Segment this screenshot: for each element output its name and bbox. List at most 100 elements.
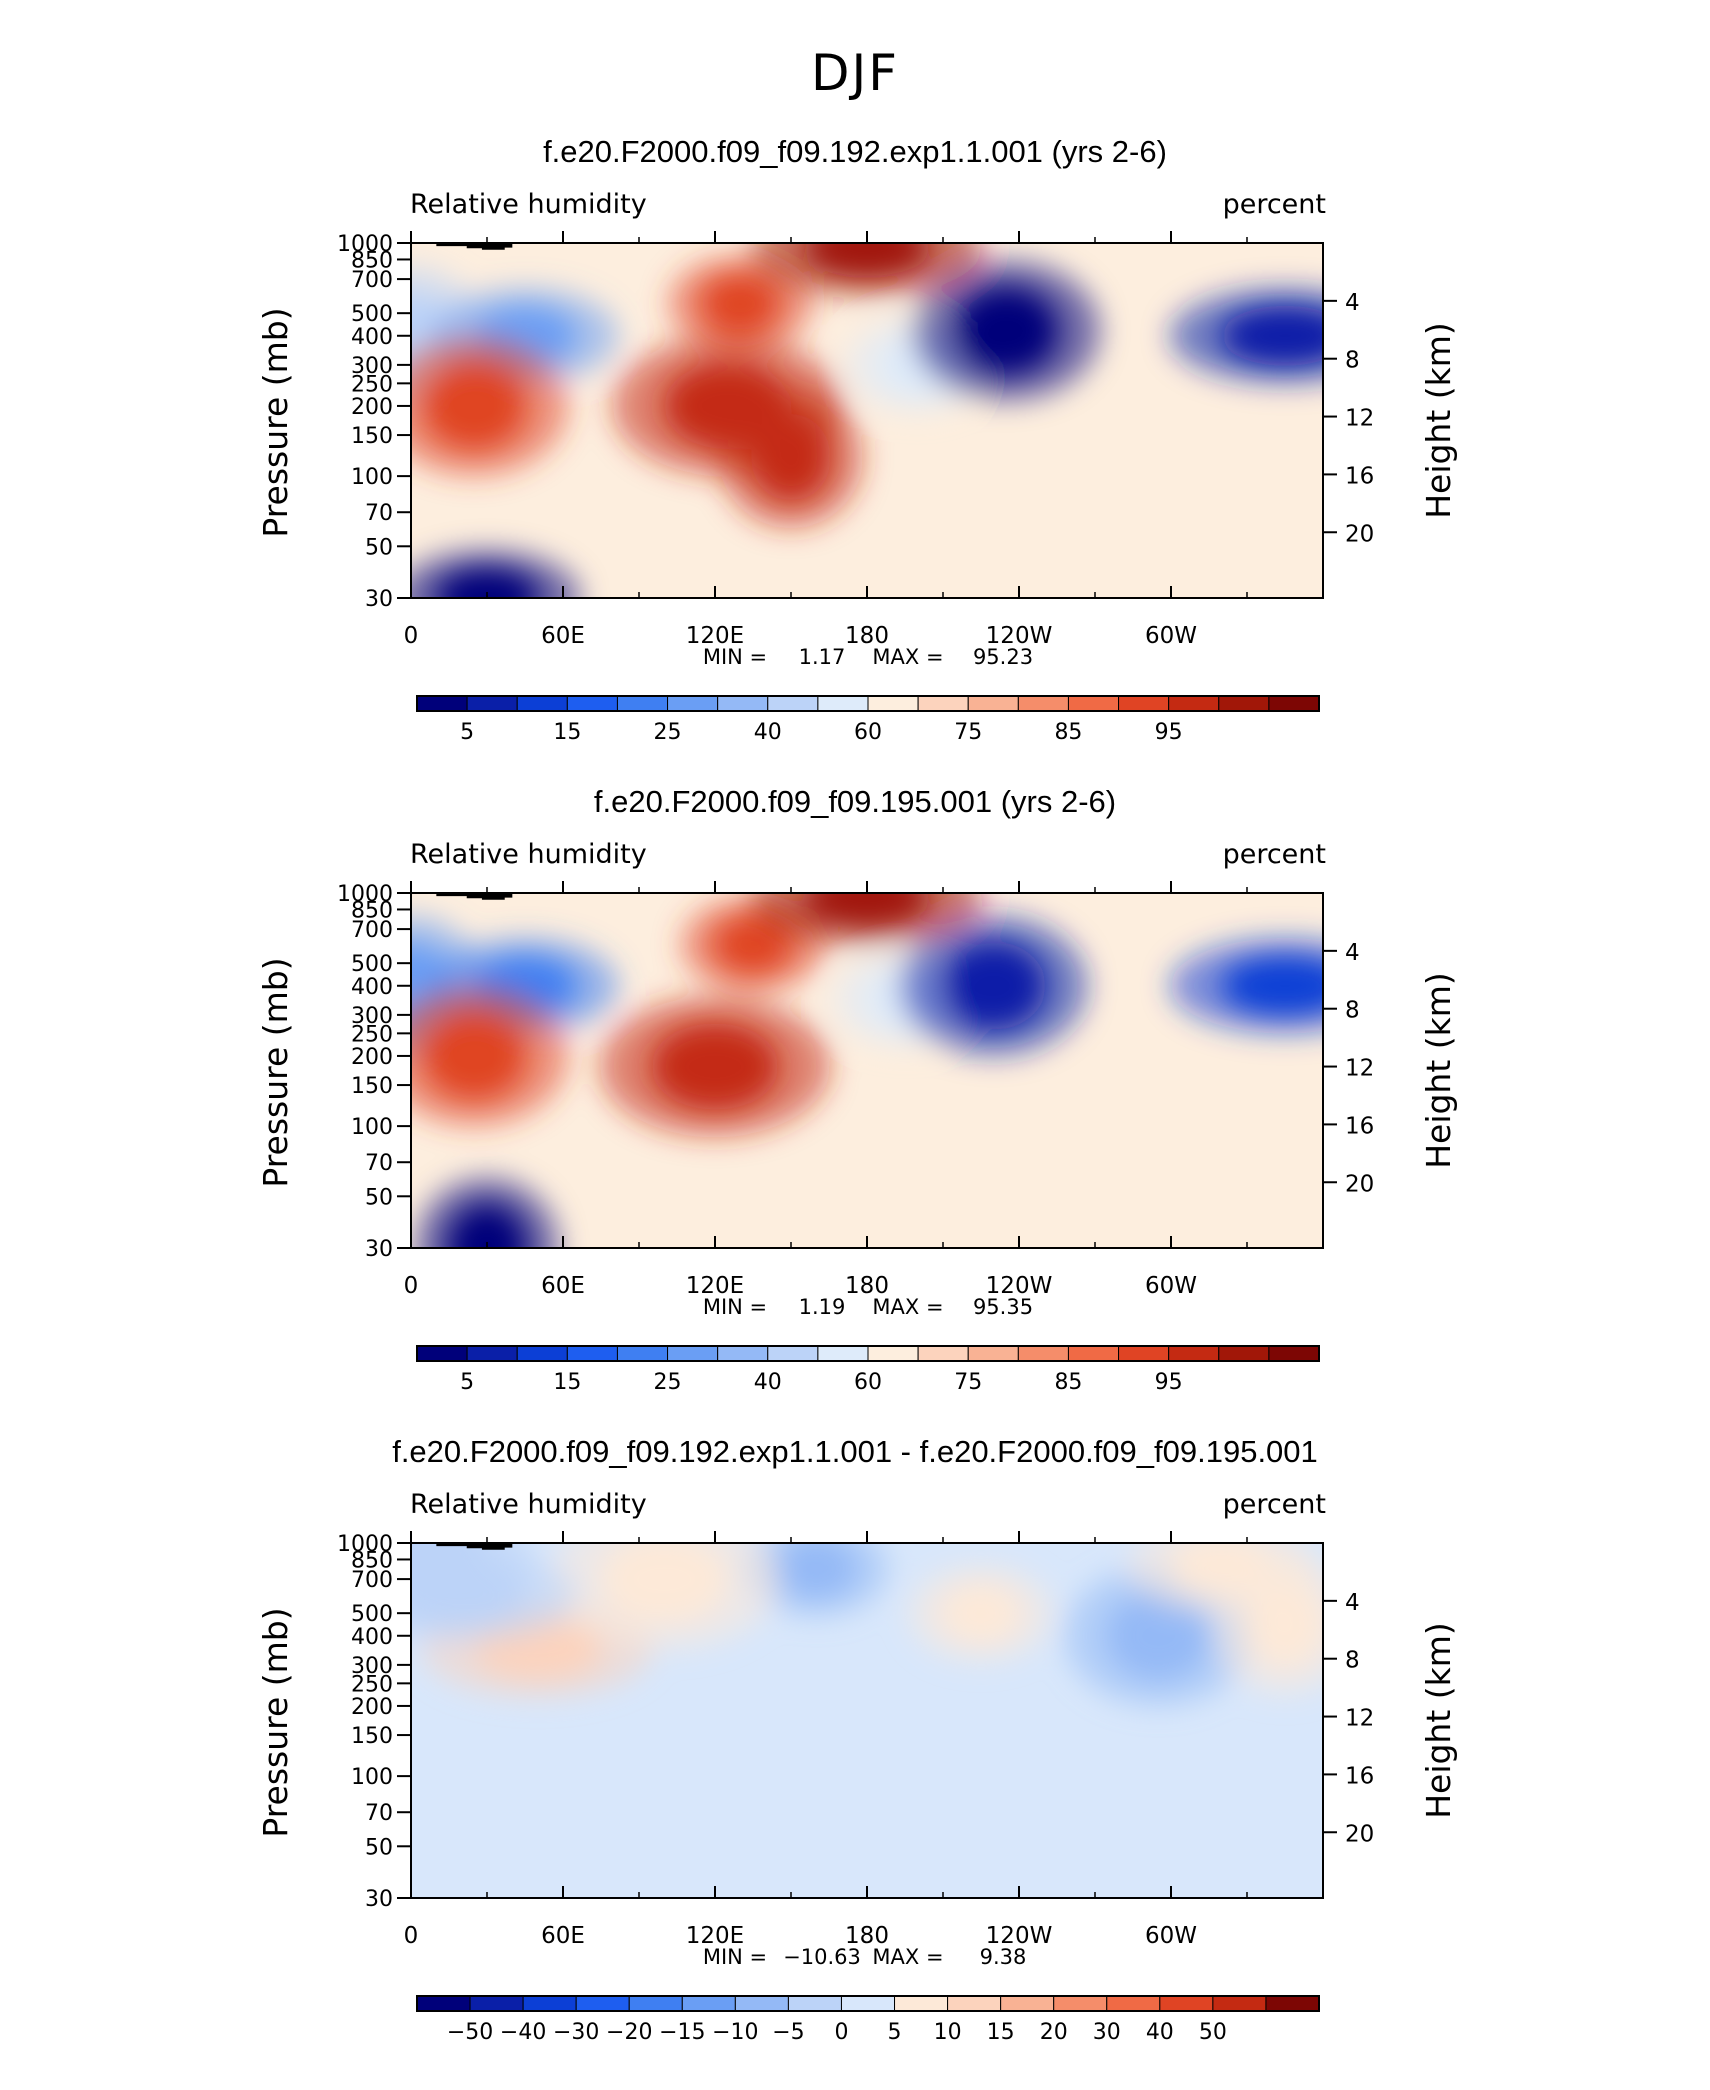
y-tick-label: 150	[351, 1724, 393, 1749]
x-tick-label: 60E	[541, 1923, 585, 1949]
x-tick-label: 60E	[541, 623, 585, 649]
colorbar-label: 20	[1040, 2020, 1068, 2045]
y-tick-label: 300	[351, 1004, 393, 1029]
x-tick-label: 120W	[986, 623, 1053, 649]
colorbar-swatch	[566, 695, 618, 712]
colorbar-swatch	[1265, 1995, 1320, 2012]
contour-feature	[803, 893, 931, 929]
colorbar-swatch	[1268, 695, 1320, 712]
y-tick-label: 500	[351, 952, 393, 977]
colorbar-label: 95	[1155, 720, 1183, 745]
contour-feature	[700, 273, 781, 334]
colorbar-label: 15	[553, 1370, 581, 1395]
contour-feature	[1221, 305, 1323, 366]
panel-2: f.e20.F2000.f09_f09.195.001 (yrs 2-6) Rel…	[0, 784, 1710, 1440]
y-tick-label: 400	[351, 325, 393, 350]
x-tick-label: 60W	[1145, 1923, 1197, 1949]
x-tick-label: 60E	[541, 1273, 585, 1299]
min-label: MIN =	[703, 1945, 767, 1969]
y2-tick-label: 4	[1345, 940, 1360, 966]
colorbar-label: 85	[1054, 1370, 1082, 1395]
colorbar-swatch	[1218, 695, 1270, 712]
max-label: MAX =	[872, 1945, 943, 1969]
colorbar-swatch	[616, 1345, 669, 1362]
y-tick-label: 700	[351, 1568, 393, 1593]
x-tick-label: 180	[845, 1273, 889, 1299]
panel-1: f.e20.F2000.f09_f09.192.exp1.1.001 (yrs …	[0, 134, 1710, 790]
y2-tick-label: 16	[1345, 1113, 1374, 1139]
y-tick-label: 1000	[337, 882, 393, 907]
colorbar-swatch	[566, 1345, 618, 1362]
panel-title: f.e20.F2000.f09_f09.192.exp1.1.001 - f.e…	[392, 1434, 1318, 1469]
topography	[436, 893, 515, 900]
colorbar-swatch	[817, 1345, 869, 1362]
max-label: MAX =	[872, 645, 943, 669]
colorbar-swatch	[628, 1995, 683, 2012]
colorbar-label: 15	[987, 2020, 1015, 2045]
contour-field	[411, 1543, 1323, 1898]
colorbar-swatch	[667, 1345, 719, 1362]
contour-chart: f.e20.F2000.f09_f09.195.001 (yrs 2-6) Rel…	[256, 784, 1458, 1395]
y2-tick-label: 8	[1345, 348, 1360, 374]
colorbar-label: 75	[954, 720, 982, 745]
min-value: 1.17	[799, 645, 846, 669]
colorbar-swatch	[1268, 1345, 1320, 1362]
colorbar-label: 75	[954, 1370, 982, 1395]
colorbar-swatch	[1053, 1995, 1108, 2012]
contour-feature	[751, 413, 831, 502]
y2-tick-label: 16	[1345, 1763, 1374, 1789]
colorbar-swatch	[1067, 695, 1120, 712]
colorbar-swatch	[1000, 1995, 1055, 2012]
max-value: 9.38	[980, 1945, 1027, 1969]
contour-feature	[713, 914, 793, 975]
x-tick-label: 120W	[986, 1273, 1053, 1299]
colorbar-label: 60	[854, 1370, 882, 1395]
colorbar-swatch	[717, 695, 769, 712]
colorbar-swatch	[516, 695, 568, 712]
colorbar-swatch	[787, 1995, 842, 2012]
colorbar-swatch	[469, 1995, 524, 2012]
y2-tick-label: 12	[1345, 1706, 1374, 1732]
max-value: 95.35	[973, 1295, 1033, 1319]
x-tick-label: 120E	[686, 1923, 744, 1949]
colorbar-frame	[416, 1995, 1320, 2012]
contour-feature	[651, 1022, 779, 1111]
y2-tick-label: 12	[1345, 406, 1374, 432]
min-value: −10.63	[783, 1945, 861, 1969]
y-tick-label: 50	[365, 1835, 393, 1860]
colorbar-label: 25	[654, 720, 682, 745]
colorbar-swatch	[1017, 1345, 1069, 1362]
y2-axis-label: Height (km)	[1419, 322, 1458, 519]
x-tick-label: 60W	[1145, 623, 1197, 649]
variable-label: Relative humidity	[410, 1489, 647, 1520]
y2-tick-label: 12	[1345, 1056, 1374, 1082]
colorbar-label: 30	[1093, 2020, 1121, 2045]
colorbar-label: 50	[1199, 2020, 1227, 2045]
x-tick-label: 120E	[686, 1273, 744, 1299]
x-tick-label: 0	[404, 1273, 419, 1299]
colorbar-swatch	[667, 695, 719, 712]
colorbar-swatch	[516, 1345, 568, 1362]
colorbar-label: 40	[754, 720, 782, 745]
max-label: MAX =	[872, 1295, 943, 1319]
y2-tick-label: 16	[1345, 463, 1374, 489]
colorbar-label: −5	[772, 2020, 804, 2045]
colorbar-swatch	[947, 1995, 1002, 2012]
y-tick-label: 700	[351, 268, 393, 293]
y-tick-label: 250	[351, 372, 393, 397]
colorbar-frame	[416, 695, 1320, 712]
y-tick-label: 100	[351, 1765, 393, 1790]
contour-feature	[1221, 955, 1323, 1016]
colorbar-swatch	[575, 1995, 630, 2012]
colorbar-swatch	[1168, 1345, 1220, 1362]
y-tick-label: 250	[351, 1672, 393, 1697]
y-axis-label: Pressure (mb)	[256, 957, 295, 1187]
y2-tick-label: 4	[1345, 290, 1360, 316]
x-tick-label: 180	[845, 1923, 889, 1949]
y-tick-label: 70	[365, 501, 393, 526]
y-tick-label: 850	[351, 248, 393, 273]
panel-title: f.e20.F2000.f09_f09.195.001 (yrs 2-6)	[594, 784, 1116, 819]
colorbar-label: 0	[834, 2020, 848, 2045]
colorbar-label: −30	[553, 2020, 599, 2045]
colorbar-swatch	[1218, 1345, 1270, 1362]
